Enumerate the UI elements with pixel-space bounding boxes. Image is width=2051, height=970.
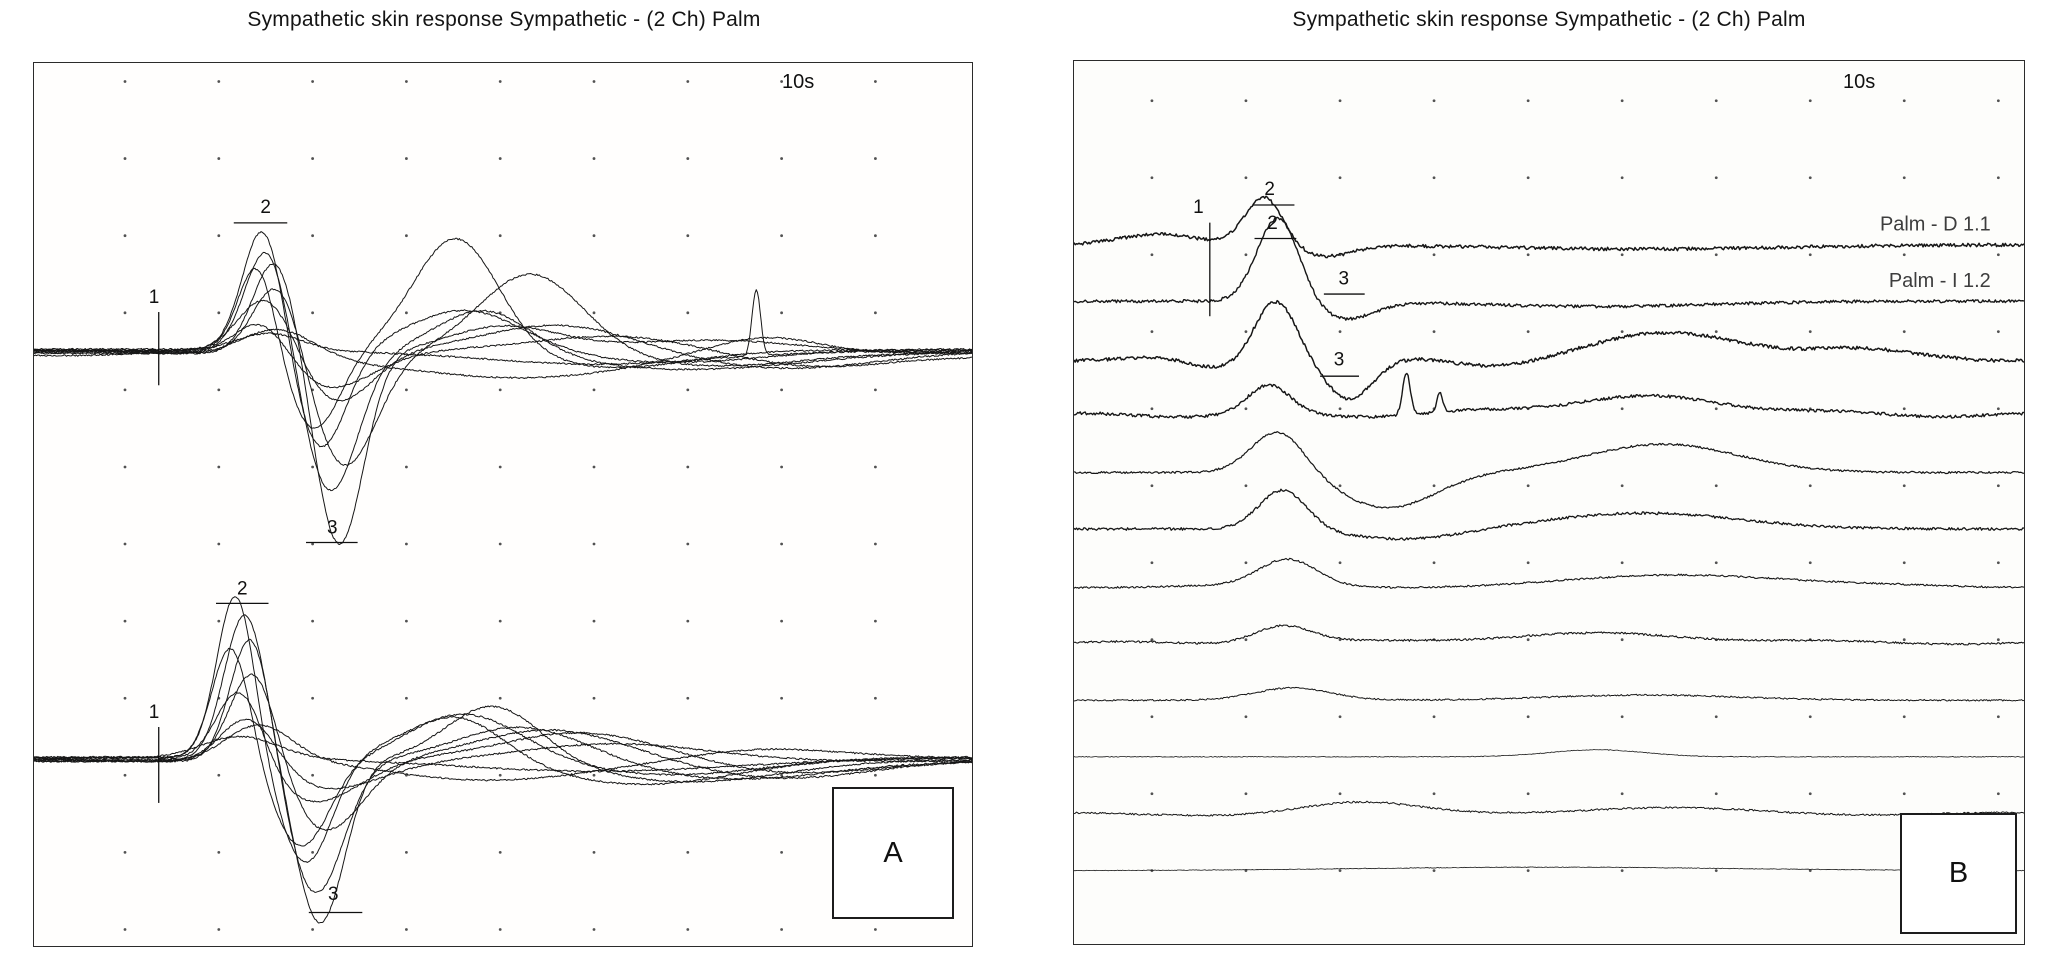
svg-text:3: 3 — [1334, 350, 1345, 371]
panel-a: Sympathetic skin response Sympathetic - … — [33, 0, 975, 970]
panel-b: Sympathetic skin response Sympathetic - … — [1073, 0, 2025, 970]
panel-b-letter: B — [1948, 857, 1969, 889]
panel-b-waveform-plot: Palm - D 1.1 Palm - I 1.2 1 2 2 3 3 — [1074, 99, 2024, 873]
svg-text:3: 3 — [1339, 268, 1350, 289]
panel-b-title: Sympathetic skin response Sympathetic - … — [1292, 8, 1806, 31]
svg-text:1: 1 — [149, 702, 160, 723]
panel-a-letter-box: A — [832, 787, 954, 919]
svg-text:2: 2 — [237, 579, 248, 600]
svg-text:1: 1 — [149, 287, 160, 308]
panel-b-plot-area: 10s Palm - D 1.1 Palm - I 1.2 1 2 2 3 3 B — [1073, 60, 2025, 945]
panel-b-letter-box: B — [1900, 813, 2017, 934]
panel-a-title: Sympathetic skin response Sympathetic - … — [247, 8, 761, 31]
svg-text:2: 2 — [1267, 213, 1278, 234]
svg-text:2: 2 — [1264, 179, 1275, 200]
svg-text:Palm - D 1.1: Palm - D 1.1 — [1880, 214, 1991, 236]
svg-text:1: 1 — [1193, 197, 1204, 218]
svg-text:3: 3 — [328, 884, 339, 905]
svg-text:2: 2 — [260, 197, 271, 218]
svg-text:Palm - I 1.2: Palm - I 1.2 — [1889, 270, 1991, 292]
panel-a-plot-area: 10s 1 2 3 1 2 3 A — [33, 62, 973, 947]
panel-a-letter: A — [883, 836, 903, 869]
panel-a-timebase-label: 10s — [782, 71, 815, 93]
panel-b-timebase-label: 10s — [1843, 71, 1876, 93]
svg-text:3: 3 — [327, 518, 338, 539]
